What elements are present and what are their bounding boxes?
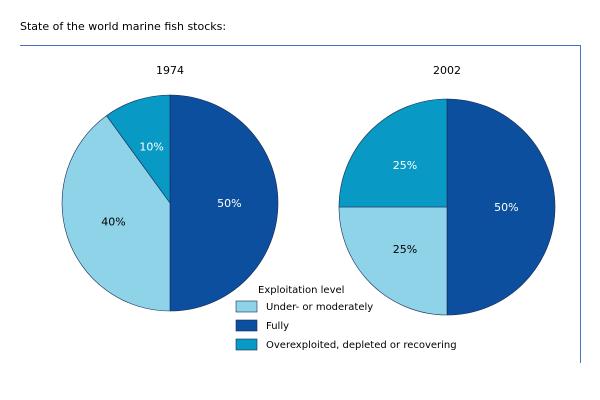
slice-label: 25% — [393, 243, 417, 256]
pie-slice-fully — [169, 94, 279, 312]
slice-label: 50% — [494, 201, 518, 214]
legend-swatch-under-or-moderately — [235, 300, 258, 313]
pie-slice-overexploited-depleted-or-recovering — [106, 94, 171, 204]
pie-title: 1974 — [156, 64, 184, 77]
slice-label: 10% — [139, 141, 163, 154]
pie-slice-overexploited-depleted-or-recovering — [338, 98, 448, 208]
frame-right-border — [580, 45, 581, 363]
pie-slice-under-or-moderately — [338, 206, 448, 316]
slice-label: 25% — [393, 159, 417, 172]
slice-label: 50% — [217, 197, 241, 210]
legend-label: Under- or moderately — [266, 302, 373, 313]
legend-label: Overexploited, depleted or recovering — [266, 340, 457, 351]
legend: Exploitation level Under- or moderately Fu… — [235, 285, 457, 351]
legend-title: Exploitation level — [258, 285, 344, 296]
slice-label: 40% — [101, 215, 125, 228]
pies-layer: 1974 50% 40% 10% 2002 50% 25% 25% — [61, 64, 556, 316]
legend-label: Fully — [266, 321, 289, 332]
legend-swatch-overexploited-depleted-or-recovering — [235, 338, 258, 351]
pie-slice-fully — [446, 98, 556, 316]
pie-slice-under-or-moderately — [61, 115, 171, 312]
legend-swatch-fully — [235, 319, 258, 332]
pie-1974: 1974 50% 40% 10% — [61, 64, 279, 312]
frame-top-border — [20, 45, 581, 46]
chart-title: State of the world marine fish stocks: — [20, 20, 227, 33]
pie-title: 2002 — [433, 64, 461, 77]
pie-2002: 2002 50% 25% 25% — [338, 64, 556, 316]
